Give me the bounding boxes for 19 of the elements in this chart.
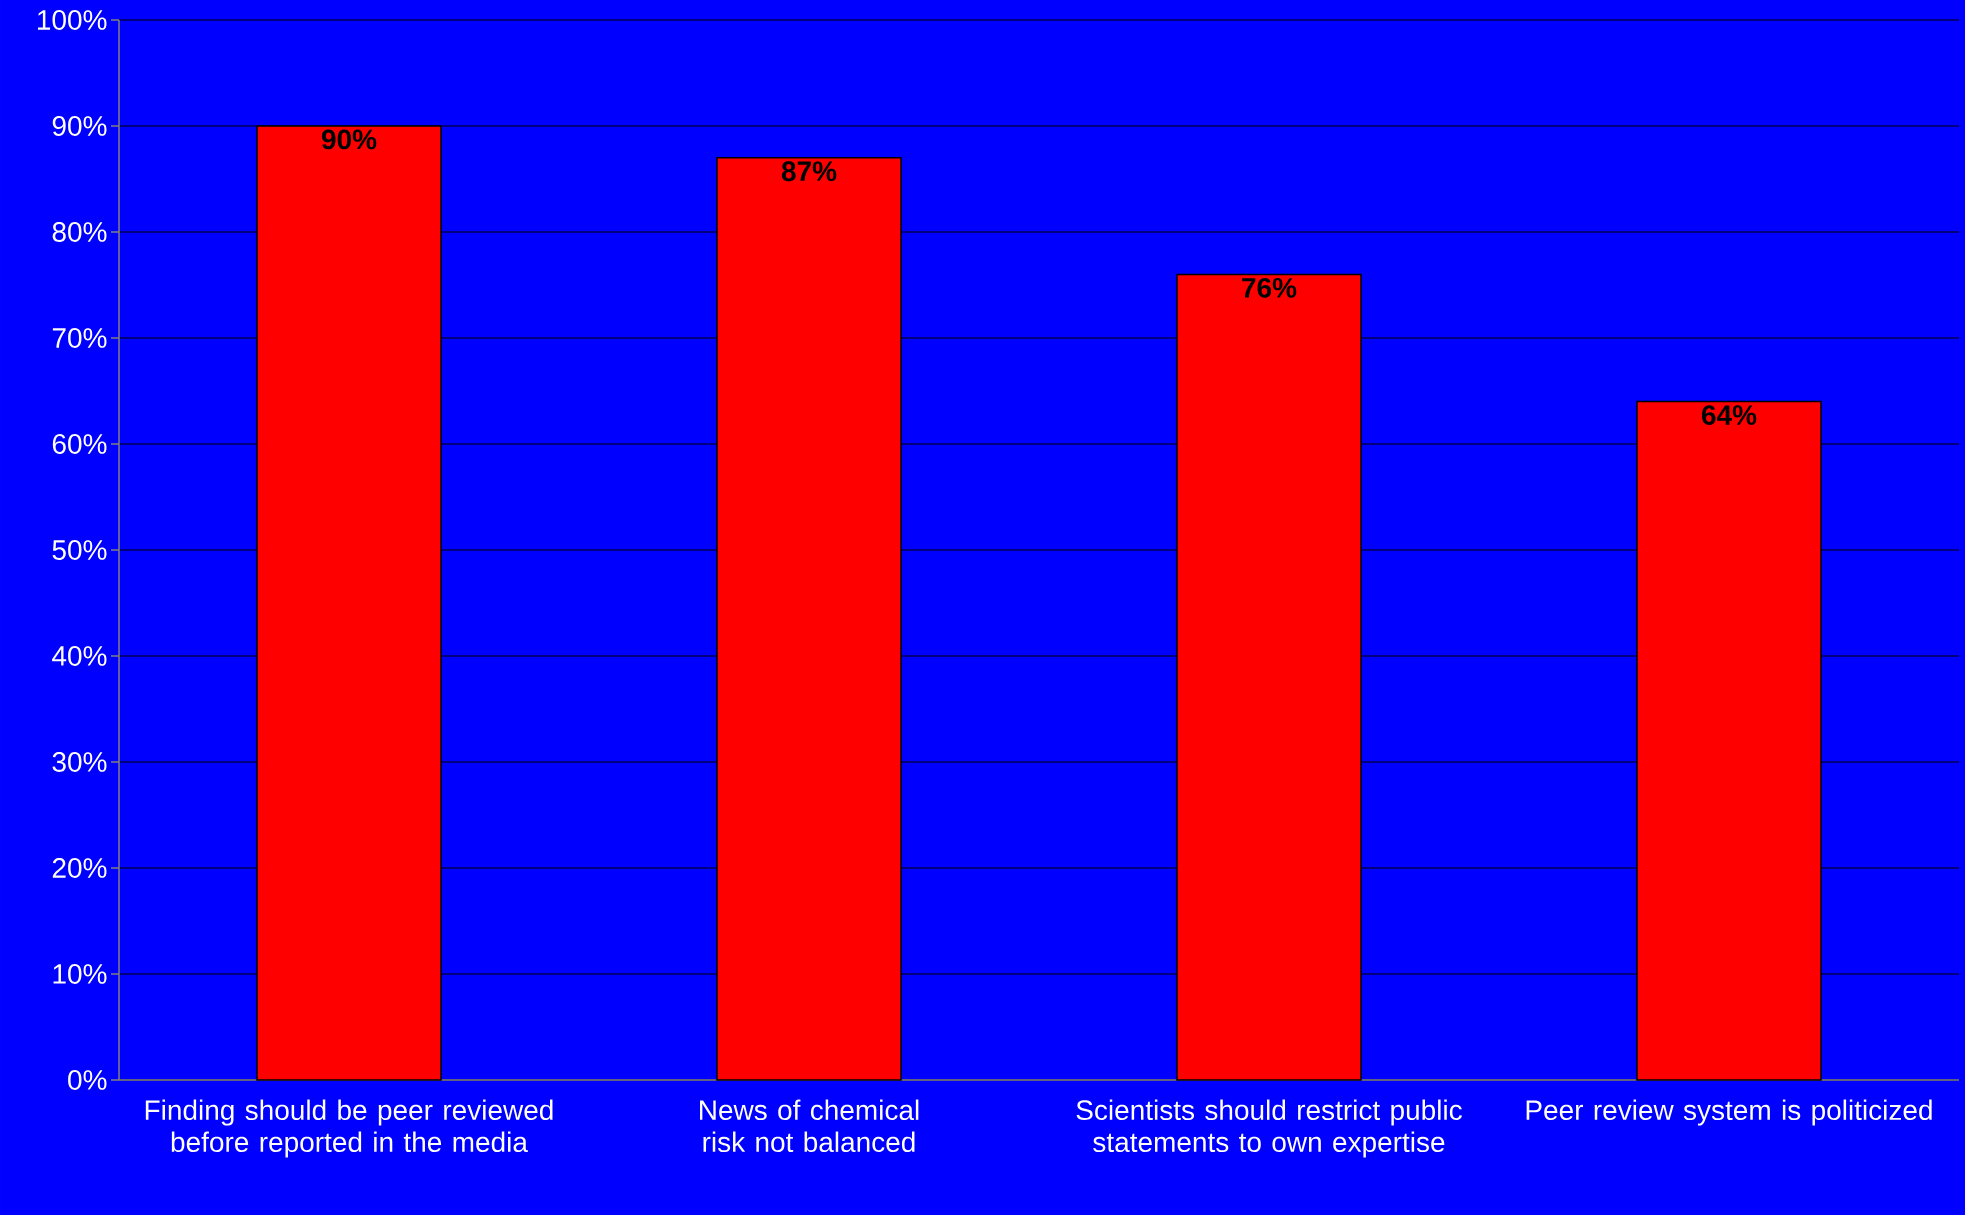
data-label: 76% <box>1242 277 1297 298</box>
y-tick-label: 70% <box>52 328 107 348</box>
x-tick-label: Finding should be peer reviewed before reported in the media <box>145 1099 553 1158</box>
x-tick-label: Peer review system is politicized <box>1526 1099 1932 1126</box>
y-tick-label: 100% <box>38 10 107 30</box>
y-tick-label: 20% <box>52 858 107 878</box>
data-label: 64% <box>1701 405 1757 425</box>
y-tick-label: 30% <box>52 752 107 772</box>
y-tick-label: 50% <box>52 540 107 560</box>
x-tick-label: News of chemical risk not balanced <box>700 1099 919 1153</box>
data-label: 87% <box>781 161 837 182</box>
y-tick-label: 10% <box>53 964 107 984</box>
y-tick-label: 60% <box>52 434 107 454</box>
data-label: 90% <box>321 129 377 150</box>
y-tick-label: 80% <box>52 222 107 242</box>
y-tick-label: 90% <box>52 116 107 136</box>
x-tick-label: Scientists should restrict public statements to own expertise <box>1076 1099 1462 1158</box>
y-tick-label: 40% <box>52 646 107 666</box>
y-tick-label: 0% <box>68 1070 107 1090</box>
